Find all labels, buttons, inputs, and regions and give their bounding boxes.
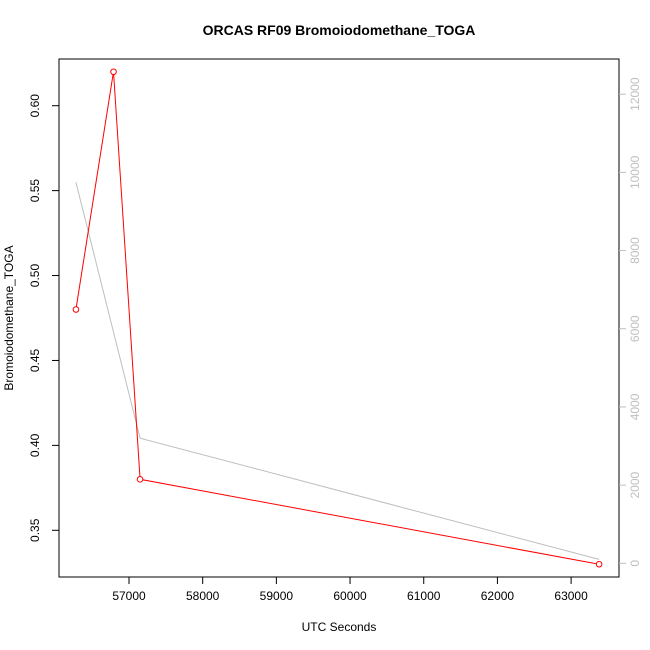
x-tick-label: 58000	[186, 589, 220, 603]
series-layer	[72, 68, 603, 568]
y-tick-label: 0.40	[28, 433, 42, 457]
x-tick-label: 59000	[260, 589, 294, 603]
x-axis-label: UTC Seconds	[302, 620, 377, 634]
y2-tick-label: 6000	[628, 315, 642, 342]
y-tick-label: 0.55	[28, 179, 42, 203]
y-tick-label: 0.60	[28, 94, 42, 118]
series-line-right	[75, 181, 600, 560]
data-point	[72, 306, 80, 313]
data-point	[110, 68, 117, 76]
x-tick-label: 63000	[554, 589, 588, 603]
x-tick-label: 62000	[481, 589, 515, 603]
y-tick-label: 0.50	[28, 264, 42, 288]
x-tick-label: 60000	[333, 589, 367, 603]
x-tick-label: 61000	[407, 589, 441, 603]
data-point	[595, 560, 603, 568]
y2-tick-label: 10000	[628, 155, 642, 189]
y2-tick-label: 4000	[628, 393, 642, 420]
y-tick-label: 0.35	[28, 518, 42, 542]
y-tick-label: 0.45	[28, 348, 42, 372]
y2-tick-label: 2000	[628, 471, 642, 498]
y-axis-left: 0.35 0.40 0.45 0.50 0.55 0.60	[28, 94, 59, 542]
x-axis: 57000 58000 59000 60000 61000 62000 63000	[112, 576, 588, 603]
y2-tick-label: 0	[628, 560, 642, 567]
series-line	[75, 71, 600, 565]
chart-title: ORCAS RF09 Bromoiodomethane_TOGA	[203, 22, 476, 38]
x-tick-label: 57000	[112, 589, 146, 603]
y2-tick-label: 12000	[628, 77, 642, 111]
y-axis-label: Bromoiodomethane_TOGA	[2, 245, 16, 390]
data-point	[136, 476, 144, 483]
y2-tick-label: 8000	[628, 237, 642, 264]
plot-frame	[58, 58, 620, 578]
y-axis-right: 0 2000 4000 6000 8000 10000 12000	[619, 77, 642, 567]
